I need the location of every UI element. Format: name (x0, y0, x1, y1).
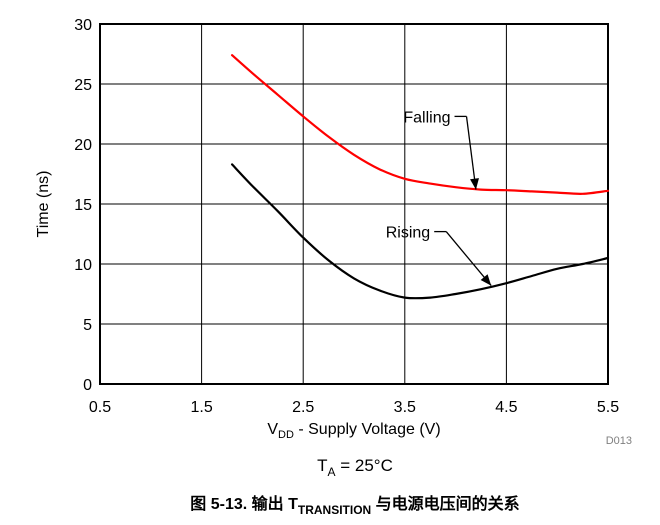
caption-prefix: 图 5-13. 输出 T (190, 494, 298, 513)
x-axis-label-sub: DD (278, 429, 294, 441)
y-tick-label: 5 (83, 317, 92, 334)
x-tick-label: 5.5 (597, 399, 619, 416)
y-tick-label: 0 (83, 377, 92, 394)
x-axis-label-main: V (267, 421, 278, 438)
x-tick-label: 1.5 (190, 399, 212, 416)
plot-area (99, 23, 609, 385)
test-condition: TA = 25°C (317, 456, 393, 479)
series-line-falling (230, 54, 610, 195)
x-tick-label: 0.5 (89, 399, 111, 416)
annotation-arrow-shaft (465, 116, 477, 190)
annotation-rising: Rising (386, 225, 430, 242)
figure-caption: 图 5-13. 输出 TTRANSITION 与电源电压间的关系 (190, 494, 519, 517)
y-tick-label: 25 (74, 77, 92, 94)
y-tick-label: 20 (74, 137, 92, 154)
tick-labels: 0.5 1.5 2.5 3.5 4.5 5.5 0 5 10 15 20 25 30 (74, 17, 619, 416)
caption-sub: TRANSITION (298, 503, 371, 517)
annotation-arrowhead (480, 274, 492, 286)
annotation-falling: Falling (403, 109, 450, 126)
y-axis-label: Time (ns) (35, 171, 52, 238)
x-tick-label: 3.5 (394, 399, 416, 416)
test-condition-main: T (317, 456, 327, 475)
caption-suffix: 与电源电压间的关系 (371, 494, 519, 513)
test-condition-rest: = 25°C (336, 456, 393, 475)
x-tick-label: 2.5 (292, 399, 314, 416)
annotation-arrowhead (470, 178, 479, 190)
annotation-arrow-shaft (445, 231, 492, 287)
x-axis-label: VDD - Supply Voltage (V) (267, 421, 440, 441)
x-axis-label-rest: - Supply Voltage (V) (294, 421, 441, 438)
x-tick-label: 4.5 (495, 399, 517, 416)
annotations: Falling Rising (386, 109, 492, 287)
series-lines (230, 54, 610, 300)
y-tick-label: 30 (74, 17, 92, 34)
series-line-rising (230, 163, 610, 300)
test-condition-sub: A (328, 465, 336, 479)
grid (100, 24, 608, 384)
y-tick-label: 10 (74, 257, 92, 274)
y-tick-label: 15 (74, 197, 92, 214)
figure-code: D013 (606, 435, 632, 447)
